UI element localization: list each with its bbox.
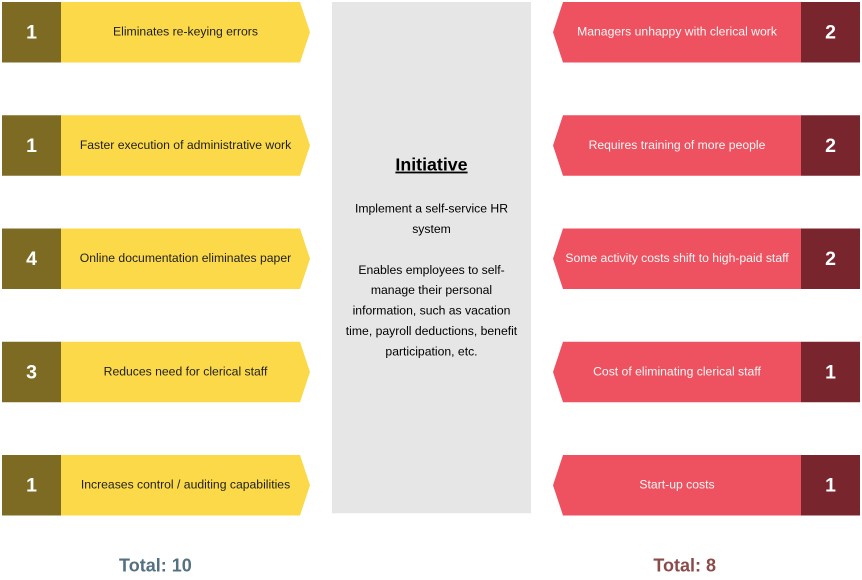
svg-text:Some activity costs shift to h: Some activity costs shift to high-paid s… <box>565 251 789 265</box>
svg-text:information, such as vacation: information, such as vacation <box>353 304 511 318</box>
svg-text:1: 1 <box>825 361 836 383</box>
svg-text:Implement a self-service HR: Implement a self-service HR <box>355 202 508 216</box>
svg-text:3: 3 <box>26 361 37 383</box>
svg-text:Requires training of more peop: Requires training of more people <box>589 138 766 152</box>
svg-text:1: 1 <box>825 475 836 497</box>
svg-text:Total: 10: Total: 10 <box>119 556 192 576</box>
svg-text:1: 1 <box>26 22 37 44</box>
svg-text:Faster execution of administra: Faster execution of administrative work <box>80 138 292 152</box>
svg-text:time, payroll deductions, bene: time, payroll deductions, benefit <box>346 324 518 338</box>
svg-text:Cost of eliminating clerical s: Cost of eliminating clerical staff <box>593 364 761 378</box>
svg-text:Reduces need for clerical staf: Reduces need for clerical staff <box>104 364 268 378</box>
svg-text:4: 4 <box>26 248 37 270</box>
svg-text:Total: 8: Total: 8 <box>653 556 716 576</box>
svg-text:system: system <box>412 222 451 236</box>
svg-text:Increases control / auditing c: Increases control / auditing capabilitie… <box>81 478 290 492</box>
svg-text:1: 1 <box>26 135 37 157</box>
svg-text:Enables employees to self-: Enables employees to self- <box>358 263 504 277</box>
svg-text:1: 1 <box>26 475 37 497</box>
svg-text:Eliminates re-keying errors: Eliminates re-keying errors <box>113 25 258 39</box>
svg-text:Initiative: Initiative <box>395 155 467 175</box>
svg-text:2: 2 <box>825 248 836 270</box>
svg-text:2: 2 <box>825 22 836 44</box>
svg-text:participation, etc.: participation, etc. <box>385 344 477 358</box>
svg-text:Online documentation eliminate: Online documentation eliminates paper <box>80 251 291 265</box>
svg-text:Managers unhappy with clerical: Managers unhappy with clerical work <box>577 25 778 39</box>
svg-text:Start-up costs: Start-up costs <box>639 478 714 492</box>
svg-text:2: 2 <box>825 135 836 157</box>
svg-text:manage their personal: manage their personal <box>371 283 492 297</box>
